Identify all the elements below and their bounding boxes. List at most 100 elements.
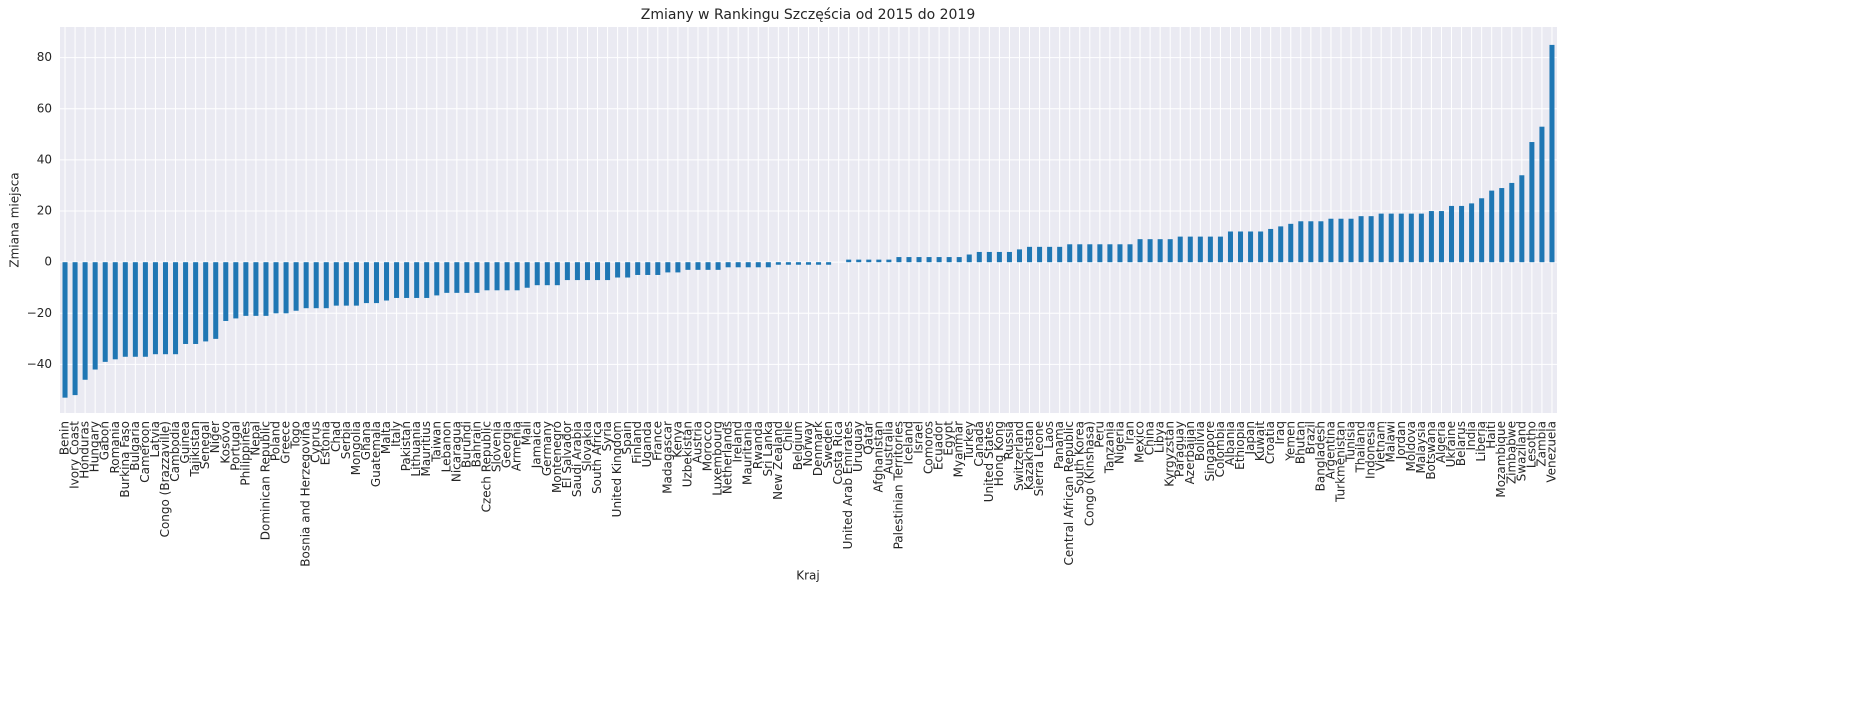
x-tick-label: Afghanistan	[871, 421, 885, 492]
x-tick-label: Argentina	[1323, 421, 1337, 480]
x-tick-label: Botswana	[1424, 421, 1438, 480]
x-tick-label: Albania	[1223, 421, 1237, 466]
bar	[132, 262, 138, 357]
bar	[615, 262, 621, 278]
x-tick-label: Morocco	[701, 421, 715, 471]
x-tick-label: New Zealand	[771, 421, 785, 500]
bar	[1398, 213, 1404, 263]
x-tick-label: Dominican Republic	[258, 421, 272, 540]
x-tick-label: Nicaragua	[449, 421, 463, 482]
bar	[876, 259, 882, 263]
bar	[1268, 228, 1274, 263]
x-tick-label: Finland	[630, 421, 644, 464]
bar	[1097, 244, 1103, 263]
x-tick-label: Mozambique	[1494, 421, 1508, 498]
bar	[996, 251, 1002, 263]
x-tick-label: South Korea	[1072, 421, 1086, 494]
x-tick-label: Indonesia	[1364, 421, 1378, 479]
bar	[384, 262, 390, 301]
bar	[785, 262, 791, 265]
x-tick-label: Qatar	[861, 421, 875, 455]
x-tick-label: Sierra Leone	[1032, 421, 1046, 496]
chart-title: Zmiany w Rankingu Szczęścia od 2015 do 2…	[641, 7, 975, 23]
x-tick-label: Syria	[600, 421, 614, 451]
bar	[635, 262, 641, 275]
bar	[866, 259, 872, 263]
y-tick-label: −40	[27, 357, 52, 371]
bar	[414, 262, 420, 298]
bar	[1318, 221, 1324, 263]
bar	[1067, 244, 1073, 263]
bar	[142, 262, 148, 357]
x-tick-label: Kosovo	[218, 421, 232, 464]
x-tick-label: Japan	[1243, 421, 1257, 455]
x-tick-label: Singapore	[1203, 421, 1217, 482]
x-tick-label: Switzerland	[1012, 421, 1026, 491]
bar	[122, 262, 128, 357]
x-tick-label: Cyprus	[309, 421, 323, 463]
bar	[524, 262, 530, 288]
bar	[404, 262, 410, 298]
bar	[454, 262, 460, 293]
x-tick-label: Lesotho	[1524, 421, 1538, 468]
bar	[805, 262, 812, 265]
x-tick-label: Chad	[329, 421, 343, 452]
x-tick-label: Congo (Kinshasa)	[1082, 421, 1096, 526]
bar	[926, 257, 932, 263]
x-tick-label: Egypt	[942, 421, 956, 456]
bar	[183, 262, 189, 344]
x-tick-label: Turkey	[962, 421, 976, 461]
x-tick-label: Pakistan	[399, 421, 413, 471]
bar	[62, 262, 68, 398]
bar	[1167, 239, 1173, 263]
y-tick-label: 0	[44, 255, 52, 269]
x-tick-label: Paraguay	[1173, 421, 1187, 477]
x-tick-label: Austria	[690, 421, 704, 463]
x-tick-label: Bhutan	[1293, 421, 1307, 464]
x-tick-label: Croatia	[1263, 421, 1277, 464]
x-tick-label: Iceland	[901, 421, 915, 464]
bar	[1509, 182, 1515, 263]
x-tick-label: Togo	[289, 421, 303, 450]
bar	[444, 262, 450, 293]
bar	[1197, 236, 1203, 263]
x-tick-label: United Arab Emirates	[841, 421, 855, 549]
bar	[1087, 244, 1093, 263]
x-tick-label: Saudi Arabia	[570, 421, 584, 497]
bar	[1348, 218, 1354, 263]
bar	[1408, 213, 1414, 263]
x-tick-label: Congo (Brazzaville)	[158, 421, 172, 537]
x-tick-label: Lithuania	[409, 421, 423, 477]
bar	[1147, 239, 1153, 263]
x-tick-label: Hong Kong	[992, 421, 1006, 486]
bar	[946, 257, 952, 263]
bar	[1057, 246, 1063, 263]
bar	[1338, 218, 1344, 263]
bar	[504, 262, 510, 291]
x-tick-label: Russia	[1002, 421, 1016, 460]
x-tick-label: Uzbekistan	[680, 421, 694, 487]
x-tick-label: Bahrain	[469, 421, 483, 467]
x-tick-label: Mauritania	[741, 421, 755, 485]
x-tick-label: Greece	[279, 421, 293, 464]
x-tick-label: Norway	[801, 421, 815, 467]
x-tick-label: Turkmenistan	[1333, 421, 1347, 503]
x-tick-label: Venezuela	[1544, 421, 1558, 483]
bar	[273, 262, 279, 314]
bar	[574, 262, 580, 281]
bar	[966, 254, 972, 263]
bar	[1157, 239, 1163, 263]
bar	[554, 262, 560, 286]
bar	[203, 262, 209, 342]
bar	[1117, 244, 1123, 263]
bar	[685, 262, 691, 270]
bar	[1288, 223, 1294, 263]
bar	[1479, 198, 1485, 263]
x-tick-label: Algeria	[1434, 421, 1448, 463]
x-tick-label: Estonia	[319, 421, 333, 465]
bar	[595, 262, 601, 281]
bar	[173, 262, 179, 355]
x-tick-label: Sri Lanka	[761, 421, 775, 476]
bar	[675, 262, 681, 273]
bar	[896, 257, 902, 263]
